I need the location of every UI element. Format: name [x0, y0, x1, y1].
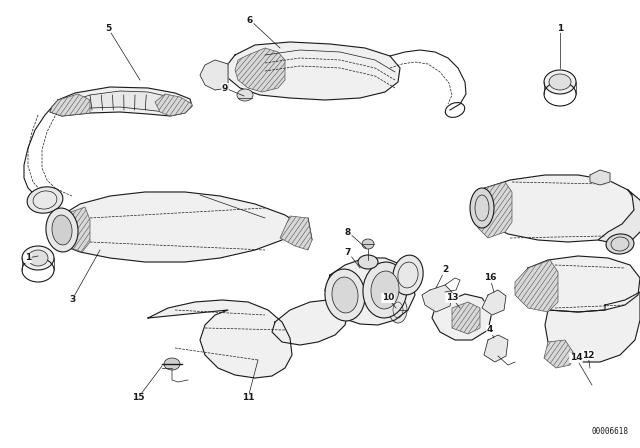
Polygon shape [65, 91, 180, 112]
Polygon shape [545, 292, 640, 362]
Polygon shape [272, 300, 348, 345]
Ellipse shape [332, 277, 358, 313]
Polygon shape [50, 87, 192, 116]
Polygon shape [148, 300, 292, 378]
Text: 4: 4 [487, 326, 493, 335]
Ellipse shape [549, 74, 571, 90]
Polygon shape [515, 260, 558, 312]
Ellipse shape [544, 70, 576, 94]
Text: 1: 1 [25, 254, 31, 263]
Text: 00006618: 00006618 [591, 427, 628, 436]
Polygon shape [484, 335, 508, 362]
Polygon shape [598, 190, 640, 244]
Ellipse shape [52, 215, 72, 245]
Polygon shape [228, 42, 400, 100]
Polygon shape [478, 182, 512, 238]
Polygon shape [478, 175, 638, 242]
Polygon shape [325, 258, 415, 325]
Ellipse shape [470, 188, 494, 228]
Polygon shape [50, 94, 90, 116]
Ellipse shape [363, 262, 407, 318]
Polygon shape [482, 290, 506, 315]
Polygon shape [515, 256, 640, 312]
Polygon shape [235, 48, 285, 92]
Ellipse shape [362, 239, 374, 249]
Ellipse shape [358, 255, 378, 269]
Ellipse shape [237, 89, 253, 101]
Text: 2: 2 [442, 266, 448, 275]
Text: 9: 9 [222, 83, 228, 92]
Ellipse shape [325, 269, 365, 321]
Polygon shape [422, 285, 452, 312]
Text: 3: 3 [69, 296, 75, 305]
Polygon shape [452, 302, 480, 334]
Text: 16: 16 [484, 273, 496, 283]
Ellipse shape [28, 250, 48, 266]
Text: 15: 15 [132, 393, 144, 402]
Polygon shape [200, 60, 228, 90]
Ellipse shape [389, 297, 407, 323]
Text: 8: 8 [345, 228, 351, 237]
Text: 1: 1 [557, 23, 563, 33]
Polygon shape [432, 294, 492, 340]
Ellipse shape [393, 255, 423, 295]
Ellipse shape [46, 208, 78, 252]
Text: 14: 14 [570, 353, 582, 362]
Text: 10: 10 [382, 293, 394, 302]
Polygon shape [544, 340, 575, 368]
Ellipse shape [606, 234, 634, 254]
Ellipse shape [22, 246, 54, 270]
Text: 11: 11 [242, 393, 254, 402]
Text: 6: 6 [247, 16, 253, 25]
Ellipse shape [27, 187, 63, 213]
Text: 7: 7 [345, 247, 351, 257]
Text: 12: 12 [582, 350, 595, 359]
Polygon shape [155, 94, 192, 116]
Polygon shape [590, 170, 610, 185]
Polygon shape [62, 207, 90, 252]
Polygon shape [280, 216, 312, 250]
Text: 13: 13 [445, 293, 458, 302]
Polygon shape [62, 192, 312, 262]
Text: 5: 5 [105, 23, 111, 33]
Ellipse shape [164, 358, 180, 370]
Ellipse shape [371, 271, 399, 309]
